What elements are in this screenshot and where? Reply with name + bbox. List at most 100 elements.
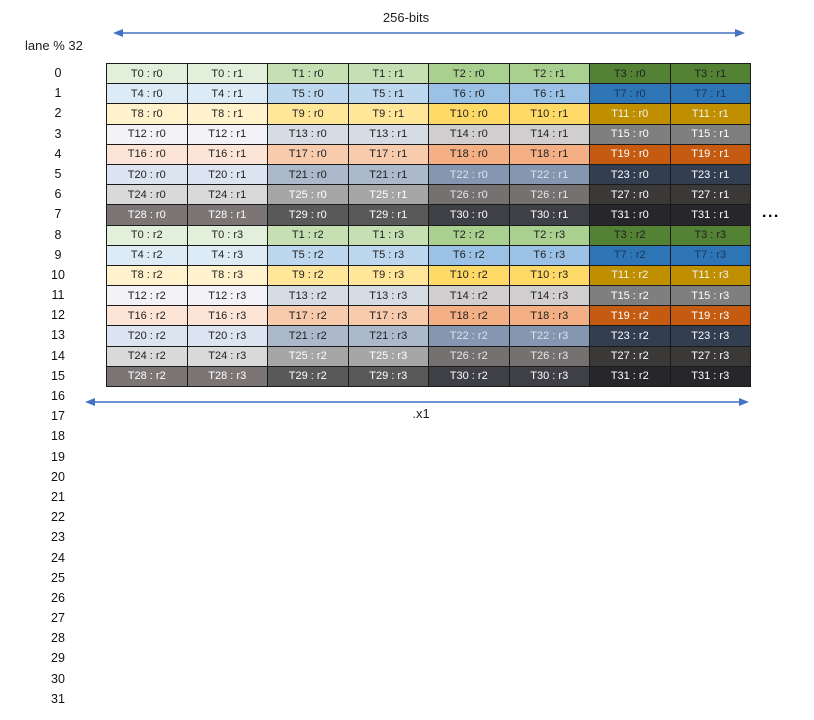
register-cell: T5 : r1 [348,84,429,105]
register-cell: T19 : r3 [670,306,751,327]
lane-number: 20 [51,469,65,484]
register-cell: T14 : r2 [429,286,510,307]
register-cell: T4 : r3 [187,245,268,266]
register-cell: T31 : r1 [670,205,751,226]
register-cell: T16 : r1 [187,144,268,165]
register-cell: T29 : r1 [348,205,429,226]
register-cell: T1 : r1 [348,64,429,85]
register-cell: T18 : r3 [509,306,590,327]
register-cell: T6 : r1 [509,84,590,105]
register-cell: T28 : r2 [107,366,188,387]
register-cell: T10 : r3 [509,265,590,287]
register-cell: T26 : r1 [509,185,590,206]
lane-axis: 0 1 2 3 4 5 6 7 8 9 10 11 12 13 14 15 16 17 18 19 20 21 22 23 24… [38,63,78,709]
lane-number: 10 [51,267,65,282]
register-cell: T5 : r0 [268,84,349,105]
register-cell: T15 : r0 [590,124,671,145]
register-cell: T6 : r0 [429,84,510,105]
register-cell: T22 : r0 [429,164,510,186]
register-cell: T9 : r2 [268,265,349,287]
register-cell: T19 : r1 [670,144,751,165]
register-cell: T19 : r0 [590,144,671,165]
register-cell: T14 : r3 [509,286,590,307]
register-cell: T18 : r1 [509,144,590,165]
lane-number: 8 [54,227,62,242]
register-cell: T30 : r3 [509,366,590,387]
lane-number: 14 [51,348,65,363]
lane-number: 22 [51,510,65,525]
register-cell: T4 : r2 [107,245,188,266]
register-cell: T24 : r2 [107,346,188,367]
register-cell: T28 : r3 [187,366,268,387]
register-cell: T0 : r2 [107,225,188,246]
register-cell: T15 : r2 [590,286,671,307]
register-cell: T7 : r1 [670,84,751,105]
register-cell: T0 : r0 [107,64,188,85]
register-cell: T23 : r3 [670,326,751,347]
lane-number: 29 [51,651,65,666]
register-cell: T3 : r2 [590,225,671,246]
register-cell: T12 : r3 [187,286,268,307]
register-cell: T20 : r2 [107,326,188,347]
register-cell: T14 : r0 [429,124,510,145]
register-cell: T25 : r0 [268,185,349,206]
register-cell: T11 : r3 [670,265,751,287]
register-cell: T13 : r3 [348,286,429,307]
lane-number: 24 [51,550,65,565]
lane-number: 27 [51,611,65,626]
register-cell: T3 : r0 [590,64,671,85]
register-cell: T31 : r3 [670,366,751,387]
lane-number: 2 [54,106,62,121]
arrow-head-right-icon [735,29,745,37]
register-cell: T23 : r1 [670,164,751,186]
register-cell: T3 : r3 [670,225,751,246]
lane-number: 7 [54,207,62,222]
register-cell: T9 : r0 [268,104,349,125]
lane-number: 25 [51,570,65,585]
register-cell: T6 : r2 [429,245,510,266]
register-cell: T1 : r2 [268,225,349,246]
register-cell: T8 : r3 [187,265,268,287]
register-cell: T2 : r3 [509,225,590,246]
register-cell: T24 : r1 [187,185,268,206]
register-cell: T15 : r3 [670,286,751,307]
register-cell: T22 : r2 [429,326,510,347]
register-cell: T10 : r0 [429,104,510,125]
register-cell: T13 : r2 [268,286,349,307]
lane-axis-title: lane % 32 [25,38,83,53]
register-cell: T11 : r2 [590,265,671,287]
lane-number: 28 [51,631,65,646]
register-cell: T15 : r1 [670,124,751,145]
register-cell: T0 : r3 [187,225,268,246]
register-cell: T10 : r2 [429,265,510,287]
register-cell: T1 : r0 [268,64,349,85]
register-cell: T1 : r3 [348,225,429,246]
lane-number: 1 [54,86,62,101]
register-cell: T30 : r2 [429,366,510,387]
register-cell: T28 : r0 [107,205,188,226]
register-cell: T23 : r0 [590,164,671,186]
register-cell: T9 : r3 [348,265,429,287]
register-cell: T28 : r1 [187,205,268,226]
arrow-head-left-icon [113,29,123,37]
register-cell: T26 : r3 [509,346,590,367]
lane-number: 18 [51,429,65,444]
register-cell: T25 : r1 [348,185,429,206]
register-cell: T22 : r1 [509,164,590,186]
lane-number: 13 [51,328,65,343]
lane-number: 30 [51,671,65,686]
register-cell: T25 : r2 [268,346,349,367]
register-cell: T12 : r1 [187,124,268,145]
register-cell: T11 : r1 [670,104,751,125]
lane-number: 26 [51,590,65,605]
lane-number: 9 [54,247,62,262]
register-cell: T20 : r1 [187,164,268,186]
register-cell: T29 : r0 [268,205,349,226]
register-cell: T13 : r1 [348,124,429,145]
register-cell: T8 : r0 [107,104,188,125]
register-cell: T0 : r1 [187,64,268,85]
lane-number: 17 [51,409,65,424]
arrow-head-right-icon [739,398,749,406]
bits-width-arrow [113,29,745,37]
